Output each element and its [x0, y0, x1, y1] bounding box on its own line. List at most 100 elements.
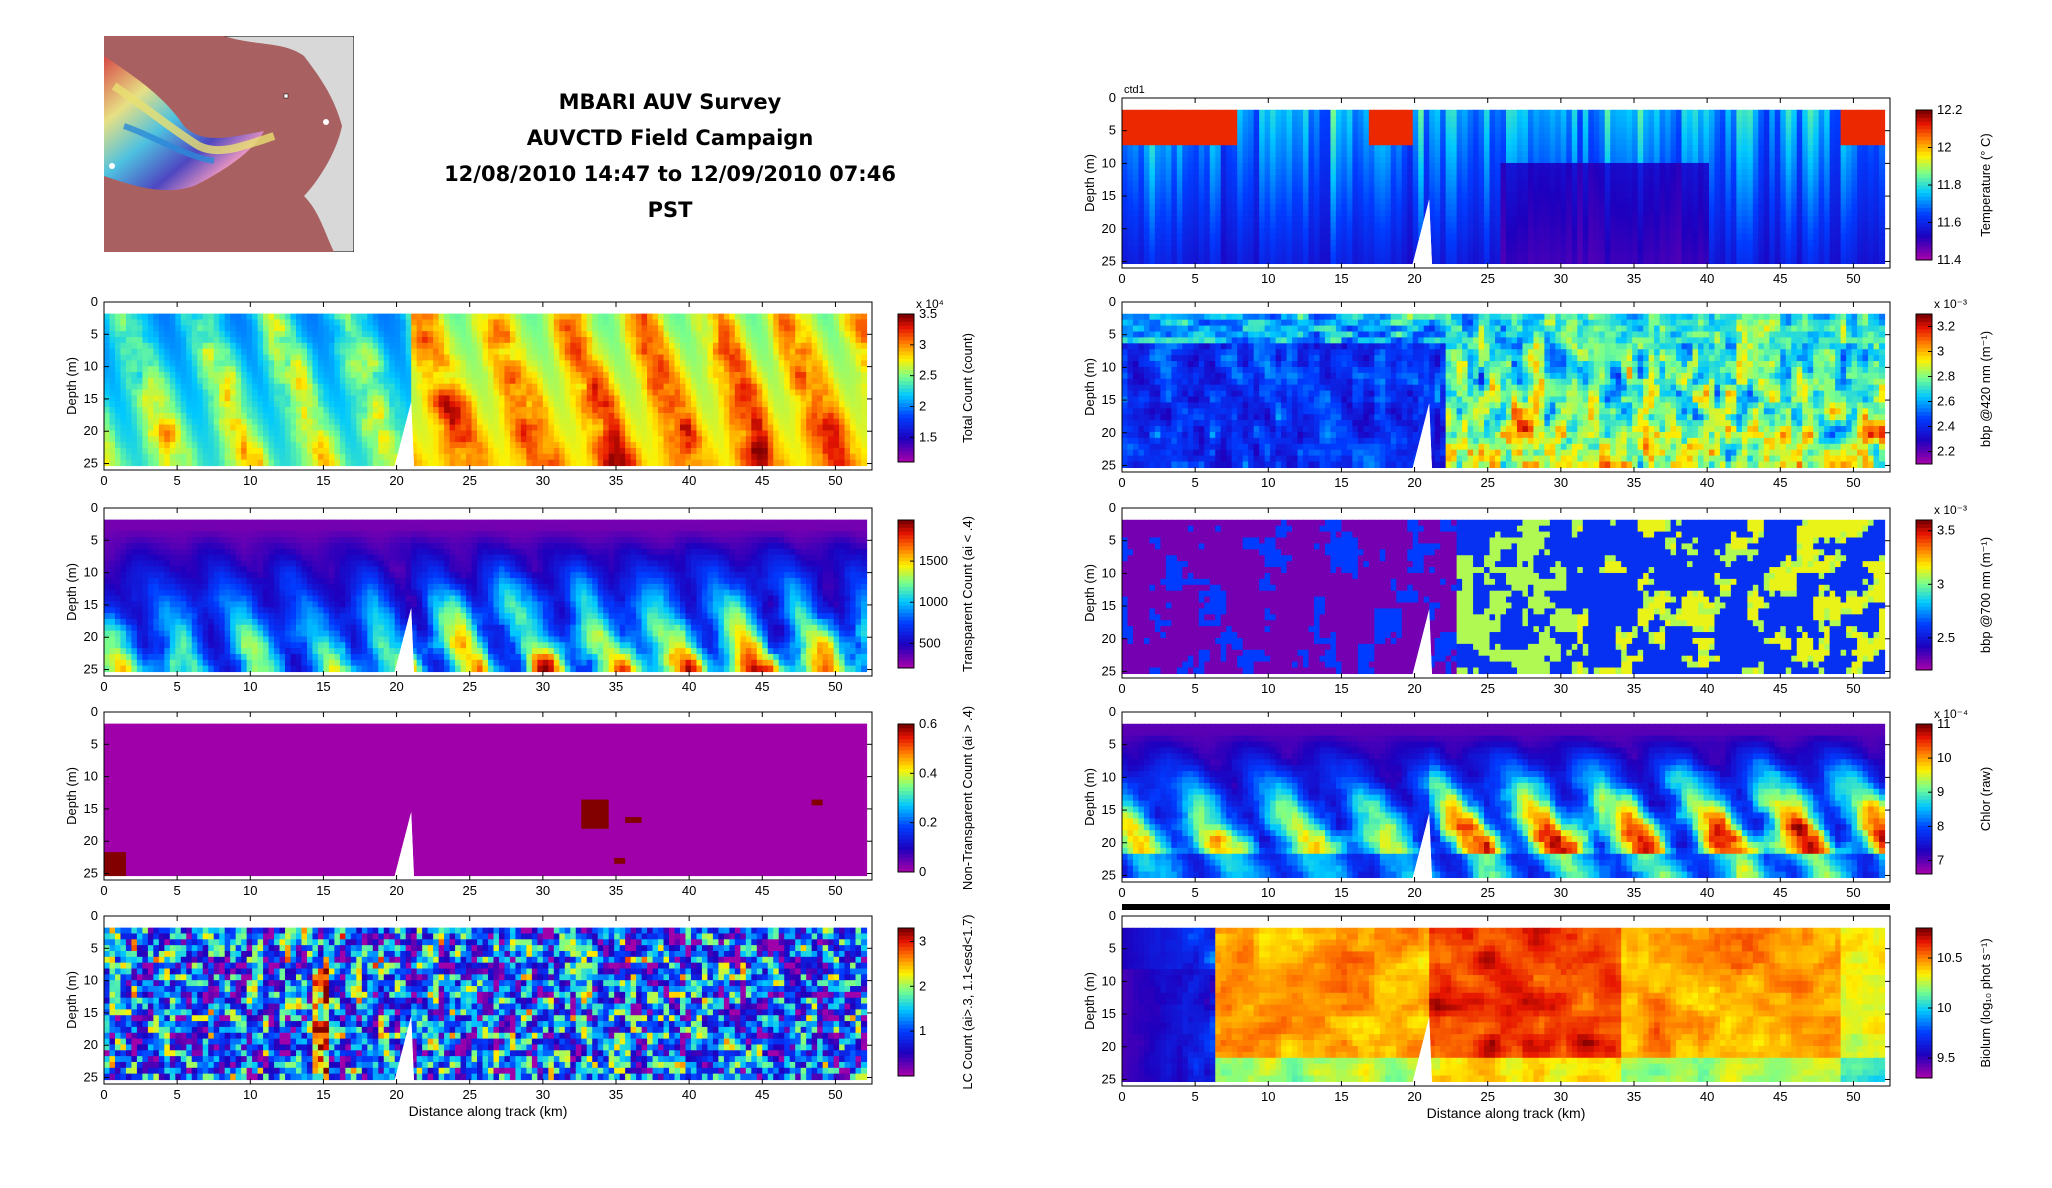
heatmap-cell: [306, 331, 314, 338]
heatmap-cell: [723, 430, 730, 437]
heatmap-cell: [191, 366, 198, 373]
heatmap-cell: [328, 325, 335, 332]
heatmap-cell: [356, 583, 363, 591]
heatmap-cell: [630, 348, 637, 356]
heatmap-cell: [795, 377, 802, 385]
heatmap-cell: [564, 383, 571, 391]
heatmap-cell: [477, 372, 484, 379]
heatmap-cell: [690, 412, 698, 420]
heatmap-cell: [466, 360, 473, 367]
heatmap-cell: [301, 583, 308, 591]
heatmap-cell: [564, 442, 571, 449]
heatmap-cell: [180, 313, 187, 321]
heatmap-cell: [125, 354, 133, 361]
heatmap-cell: [356, 542, 363, 550]
heatmap-cell: [564, 401, 571, 408]
heatmap-cell: [471, 366, 478, 373]
heatmap-cell: [806, 453, 813, 461]
heatmap-cell: [328, 319, 335, 326]
heatmap-cell: [690, 442, 698, 449]
heatmap-cell: [685, 430, 692, 437]
heatmap-cell: [378, 360, 385, 367]
heatmap-cell: [301, 377, 308, 385]
heatmap-cell: [520, 389, 527, 396]
heatmap-cell: [109, 630, 116, 638]
heatmap-cell: [290, 453, 297, 461]
heatmap-cell: [180, 583, 187, 591]
heatmap-cell: [400, 395, 407, 402]
heatmap-cell: [186, 389, 193, 396]
heatmap-cell: [405, 342, 412, 350]
heatmap-cell: [460, 377, 467, 385]
heatmap-cell: [422, 377, 429, 385]
heatmap-cell: [372, 430, 379, 437]
heatmap-cell: [246, 554, 253, 562]
heatmap-cell: [142, 630, 149, 638]
heatmap-cell: [252, 537, 259, 544]
heatmap-cell: [109, 665, 116, 673]
heatmap-cell: [586, 336, 593, 344]
heatmap-cell: [208, 630, 215, 638]
heatmap-cell: [306, 418, 314, 426]
heatmap-cell: [197, 566, 204, 573]
heatmap-cell: [460, 447, 467, 455]
heatmap-cell: [570, 313, 577, 321]
heatmap-cell: [230, 407, 237, 414]
heatmap-cell: [690, 360, 698, 367]
heatmap-cell: [235, 630, 242, 638]
heatmap-cell: [811, 354, 818, 361]
heatmap-cell: [477, 407, 484, 414]
heatmap-cell: [498, 360, 506, 367]
heatmap-cell: [367, 389, 374, 396]
heatmap-cell: [394, 331, 401, 338]
heatmap-cell: [186, 636, 193, 643]
heatmap-cell: [427, 331, 434, 338]
heatmap-cell: [114, 383, 122, 391]
heatmap-cell: [114, 630, 122, 638]
heatmap-cell: [625, 407, 632, 414]
heatmap-cell: [306, 548, 314, 556]
heatmap-cell: [169, 354, 176, 361]
heatmap-cell: [131, 319, 138, 326]
heatmap-cell: [345, 659, 352, 667]
heatmap-cell: [296, 331, 303, 338]
heatmap-cell: [367, 401, 374, 408]
heatmap-cell: [652, 372, 659, 379]
heatmap-cell: [361, 542, 368, 550]
heatmap-cell: [460, 424, 467, 432]
heatmap-cell: [674, 395, 681, 402]
heatmap-cell: [828, 401, 835, 408]
heatmap-cell: [147, 372, 154, 379]
heatmap-cell: [581, 348, 588, 356]
heatmap-cell: [394, 383, 401, 391]
heatmap-cell: [526, 360, 533, 367]
heatmap-cell: [811, 342, 818, 350]
heatmap-cell: [712, 319, 719, 326]
heatmap-cell: [361, 659, 368, 667]
heatmap-cell: [372, 360, 379, 367]
heatmap-cell: [109, 525, 116, 532]
heatmap-cell: [674, 342, 681, 350]
heatmap-cell: [235, 653, 242, 661]
heatmap-cell: [219, 424, 226, 432]
heatmap-cell: [383, 348, 390, 356]
heatmap-cell: [839, 366, 846, 373]
heatmap-cell: [690, 313, 698, 321]
heatmap-cell: [296, 348, 303, 356]
heatmap-cell: [729, 325, 736, 332]
heatmap-cell: [855, 319, 862, 326]
heatmap-cell: [520, 418, 527, 426]
heatmap-cell: [345, 325, 352, 332]
heatmap-cell: [647, 383, 654, 391]
heatmap-cell: [180, 325, 187, 332]
heatmap-cell: [350, 624, 357, 632]
heatmap-cell: [592, 412, 599, 420]
heatmap-cell: [603, 395, 610, 402]
heatmap-cell: [328, 595, 335, 602]
heatmap-cell: [131, 348, 138, 356]
heatmap-cell: [296, 366, 303, 373]
heatmap-cell: [197, 424, 204, 432]
heatmap-cell: [208, 548, 215, 556]
heatmap-cell: [257, 636, 264, 643]
heatmap-cell: [619, 319, 626, 326]
